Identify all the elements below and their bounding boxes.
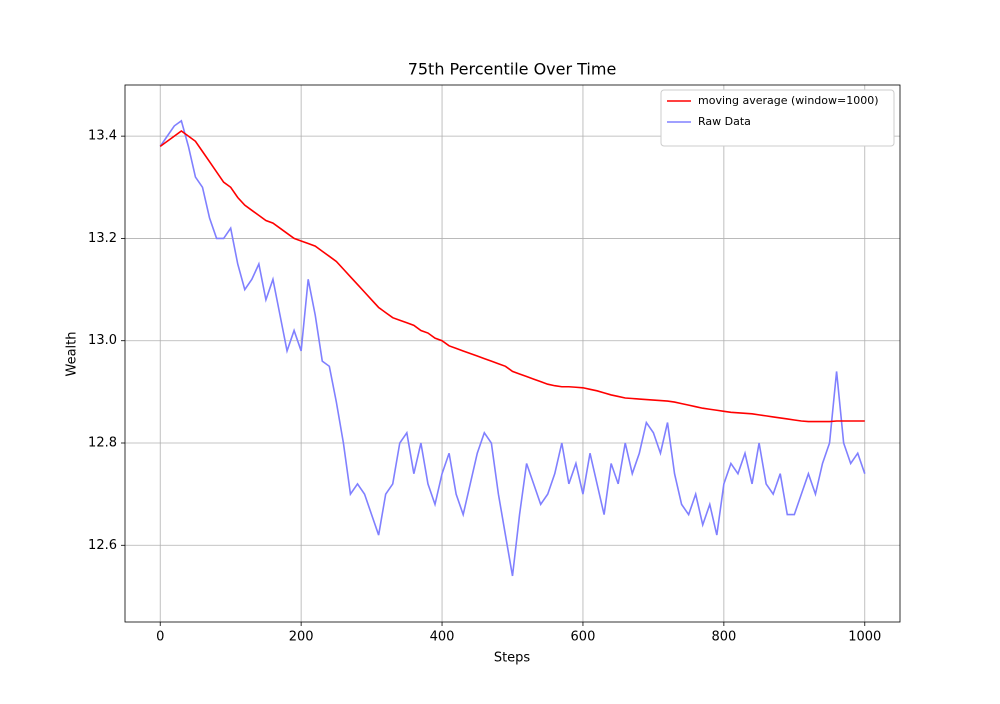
y-tick-label: 12.6 <box>88 538 117 553</box>
x-tick-label: 400 <box>430 630 455 645</box>
y-tick-label: 13.2 <box>88 231 117 246</box>
y-tick-label: 12.8 <box>88 436 117 451</box>
plot-frame <box>124 84 901 623</box>
legend-label: moving average (window=1000) <box>698 94 879 107</box>
chart-title: 75th Percentile Over Time <box>408 60 617 79</box>
y-tick-label: 13.4 <box>88 129 117 144</box>
y-tick-label: 13.0 <box>88 333 117 348</box>
data-line <box>159 130 865 423</box>
x-tick-label: 0 <box>156 630 164 645</box>
x-tick-label: 200 <box>289 630 314 645</box>
x-tick-label: 600 <box>571 630 596 645</box>
legend-box <box>660 89 895 147</box>
x-axis-label: Steps <box>494 651 531 666</box>
legend-label: Raw Data <box>698 115 751 128</box>
x-tick-label: 1000 <box>848 630 881 645</box>
y-axis-label: Wealth <box>65 331 80 376</box>
x-tick-label: 800 <box>711 630 736 645</box>
data-line <box>159 119 866 577</box>
